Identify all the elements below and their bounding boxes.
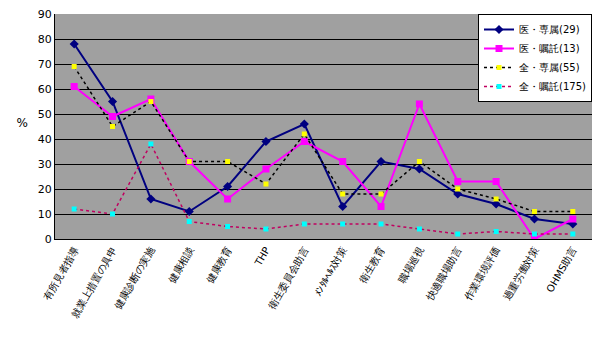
svg-text:30: 30	[38, 158, 52, 171]
svg-text:THP: THP	[252, 245, 272, 268]
svg-text:80: 80	[38, 33, 52, 46]
svg-text:就業上措置の具申: 就業上措置の具申	[69, 245, 119, 320]
svg-text:40: 40	[38, 133, 52, 146]
svg-text:健康相談: 健康相談	[166, 245, 196, 285]
svg-text:全・専属(55): 全・専属(55)	[519, 62, 580, 73]
svg-text:全・嘱託(175): 全・嘱託(175)	[519, 81, 586, 92]
svg-text:医・専属(29): 医・専属(29)	[519, 24, 580, 35]
svg-text:健康教育: 健康教育	[204, 245, 234, 285]
svg-text:快適職場助言: 快適職場助言	[424, 245, 464, 303]
svg-text:60: 60	[38, 83, 52, 96]
svg-text:職場巡視: 職場巡視	[396, 245, 426, 285]
svg-text:10: 10	[38, 208, 52, 221]
svg-text:70: 70	[38, 58, 52, 71]
svg-text:健康診断の実施: 健康診断の実施	[112, 245, 157, 311]
svg-text:50: 50	[38, 108, 52, 121]
svg-text:過重労働対策: 過重労働対策	[501, 245, 541, 302]
svg-text:作業環境評価: 作業環境評価	[462, 245, 502, 303]
svg-text:20: 20	[38, 183, 52, 196]
svg-text:衛生委員会助言: 衛生委員会助言	[266, 245, 311, 311]
svg-text:90: 90	[38, 8, 52, 21]
svg-text:医・嘱託(13): 医・嘱託(13)	[519, 43, 580, 54]
svg-text:0: 0	[45, 233, 52, 246]
svg-text:衛生教育: 衛生教育	[358, 245, 388, 285]
svg-text:ﾒﾝﾀﾙﾍﾙｽ対策: ﾒﾝﾀﾙﾍﾙｽ対策	[312, 245, 349, 298]
svg-text:OHMS助言: OHMS助言	[544, 245, 579, 294]
svg-text:有所見者指導: 有所見者指導	[41, 245, 81, 302]
svg-text:%: %	[16, 116, 27, 130]
